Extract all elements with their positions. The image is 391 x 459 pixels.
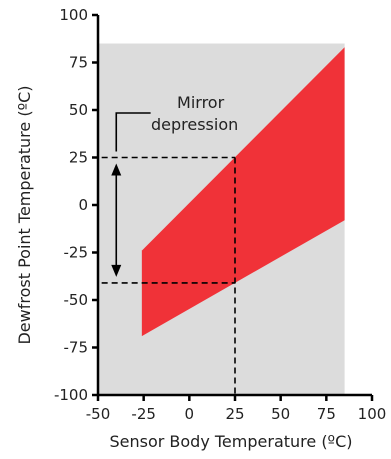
annotation-leader bbox=[115, 112, 151, 152]
x-axis-title: Sensor Body Temperature (ºC) bbox=[109, 432, 352, 451]
annotation-line-1: Mirror bbox=[177, 93, 225, 112]
operating-band bbox=[141, 47, 345, 337]
y-tick-label: -100 bbox=[54, 386, 88, 404]
x-tick-label: 0 bbox=[185, 405, 195, 423]
y-tick-label: 100 bbox=[59, 6, 88, 24]
y-tick-label: -75 bbox=[64, 339, 89, 357]
depression-arrow bbox=[111, 163, 122, 277]
y-axis-title: Dewfrost Point Temperature (ºC) bbox=[15, 85, 34, 344]
x-tick-label: -50 bbox=[86, 405, 111, 423]
y-axis: -100 -75 -50 -25 0 25 50 75 100 bbox=[54, 6, 100, 404]
x-axis: -50 -25 0 25 50 75 100 bbox=[86, 393, 387, 423]
y-tick-label: 75 bbox=[69, 54, 88, 72]
x-tick-label: 100 bbox=[358, 405, 387, 423]
y-tick-label: 0 bbox=[78, 196, 88, 214]
annotation: Mirror depression bbox=[115, 93, 238, 152]
x-tick-label: 75 bbox=[317, 405, 336, 423]
x-tick-label: 25 bbox=[225, 405, 244, 423]
y-tick-label: 25 bbox=[69, 149, 88, 167]
depression-arrow-head-down bbox=[111, 264, 122, 277]
x-tick-label: -25 bbox=[131, 405, 156, 423]
y-tick-label: 50 bbox=[69, 101, 88, 119]
reference-lines bbox=[101, 156, 236, 395]
depression-arrow-head-up bbox=[111, 163, 122, 176]
y-tick-label: -25 bbox=[64, 244, 89, 262]
x-tick-label: 50 bbox=[271, 405, 290, 423]
annotation-line-2: depression bbox=[151, 115, 238, 134]
y-tick-label: -50 bbox=[64, 291, 89, 309]
